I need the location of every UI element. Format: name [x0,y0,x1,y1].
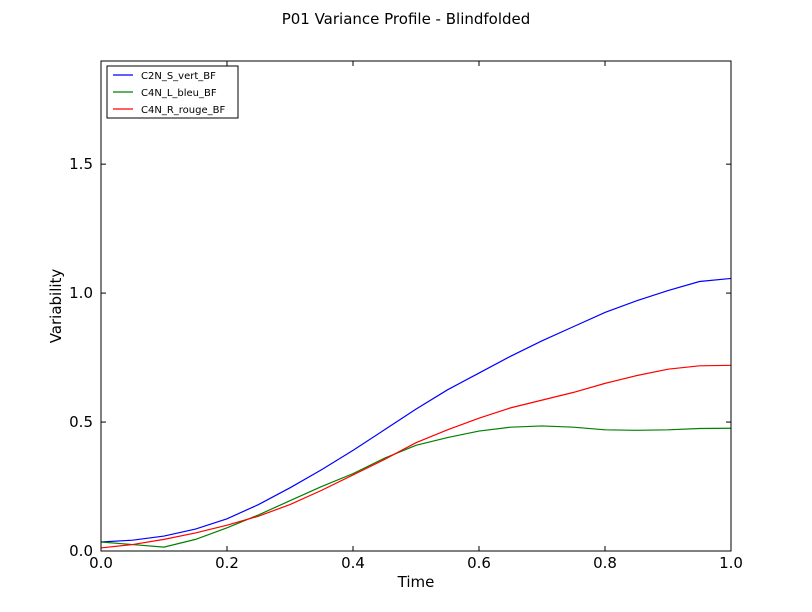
series-line-2 [100,425,732,548]
x-tick-label: 1.0 [719,554,743,572]
y-tick-label: 0.5 [69,413,93,431]
x-axis-ticks: 0.0 0.2 0.4 0.6 0.8 1.0 [89,61,743,572]
x-tick-label: 0.4 [341,554,365,572]
series-line-1 [100,277,732,543]
y-axis-ticks: 0.0 0.5 1.0 1.5 [69,155,731,560]
plot-frame [100,60,732,552]
plot-lines [100,277,732,549]
legend-label-1: C2N_S_vert_BF [141,71,216,82]
y-tick-label: 1.5 [69,155,93,173]
chart-title: P01 Variance Profile - Blindfolded [282,10,531,28]
legend: C2N_S_vert_BF C4N_L_bleu_BF C4N_R_rouge_BF [106,65,239,119]
x-tick-label: 0.2 [215,554,239,572]
x-tick-label: 0.6 [467,554,491,572]
y-tick-label: 0.0 [69,542,93,560]
x-tick-label: 0.8 [593,554,617,572]
y-tick-label: 1.0 [69,284,93,302]
legend-label-3: C4N_R_rouge_BF [141,105,225,116]
x-tick-label: 0.0 [89,554,113,572]
x-axis-label: Time [397,573,435,591]
series-line-3 [100,364,732,549]
y-axis-label: Variability [47,269,65,344]
legend-label-2: C4N_L_bleu_BF [141,88,217,99]
